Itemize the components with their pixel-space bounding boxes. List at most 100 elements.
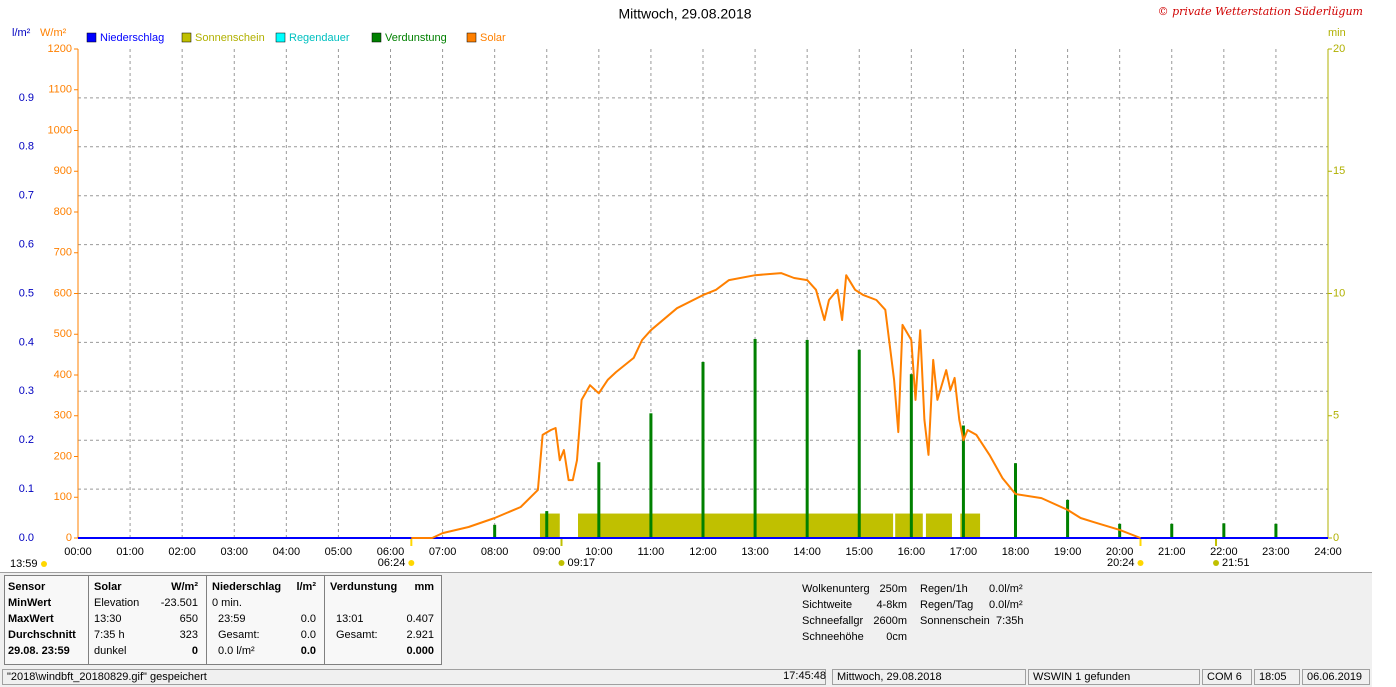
- y-tick-label: 0.9: [19, 92, 34, 104]
- cell: 7:35 h: [94, 629, 125, 641]
- status-cell: WSWIN 1 gefunden: [1028, 669, 1200, 685]
- left-marker-label: 13:59: [10, 558, 38, 570]
- y2-tick-label: 10: [1333, 287, 1345, 299]
- x-tick-label: 05:00: [325, 546, 353, 558]
- evaporation-bar: [1222, 523, 1226, 538]
- status-bar: "2018\windbft_20180829.gif" gespeichert 1…: [0, 667, 1372, 687]
- x-tick-label: 19:00: [1054, 546, 1082, 558]
- rain-sun-value: 0.0l/m²: [989, 583, 1023, 595]
- x-tick-label: 07:00: [429, 546, 457, 558]
- y3-tick-label: 300: [54, 410, 72, 422]
- y3-tick-label: 200: [54, 450, 72, 462]
- y3-tick-label: 800: [54, 206, 72, 218]
- x-tick-label: 18:00: [1002, 546, 1030, 558]
- cell: 650: [179, 613, 198, 625]
- event-label: 09:17: [567, 557, 595, 569]
- y3-tick-label: 1100: [48, 84, 72, 96]
- y-tick-label: 0.8: [19, 141, 34, 153]
- header-cell: mm: [414, 581, 434, 593]
- cell: 2.921: [406, 629, 434, 641]
- y3-tick-label: 1200: [48, 43, 72, 55]
- condition-value: 4-8km: [876, 599, 907, 611]
- table-divider: [206, 576, 207, 664]
- y3-tick-label: 600: [54, 287, 72, 299]
- y-unit: l/m²: [12, 27, 31, 39]
- condition-value: 250m: [879, 583, 907, 595]
- y-tick-label: 0.4: [19, 336, 34, 348]
- legend-label: Verdunstung: [385, 32, 447, 44]
- y3-tick-label: 900: [54, 165, 72, 177]
- cell: 0.000: [406, 645, 434, 657]
- rain-sun-value: 0.0l/m²: [989, 599, 1023, 611]
- y2-tick-label: 15: [1333, 165, 1345, 177]
- legend-swatch: [466, 32, 477, 43]
- y-tick-label: 0.0: [19, 532, 34, 544]
- y3-tick-label: 400: [54, 369, 72, 381]
- x-tick-label: 00:00: [64, 546, 92, 558]
- y3-tick-label: 500: [54, 328, 72, 340]
- event-marker: [1213, 560, 1220, 566]
- header-cell: Solar: [94, 581, 122, 593]
- x-tick-label: 02:00: [168, 546, 196, 558]
- evaporation-bar: [753, 338, 757, 538]
- cell: Gesamt:: [218, 629, 260, 641]
- condition-label: Sichtweite: [802, 599, 853, 611]
- legend-swatch: [86, 32, 97, 43]
- event-marker: [408, 560, 415, 566]
- rain-sun-label: Regen/1h: [920, 583, 968, 595]
- rain-sun-label: Sonnenschein: [920, 615, 990, 627]
- legend-label: Niederschlag: [100, 32, 164, 44]
- evaporation-bar: [909, 374, 913, 538]
- x-tick-label: 09:00: [533, 546, 561, 558]
- evaporation-bar: [961, 425, 965, 538]
- header-cell: l/m²: [296, 581, 316, 593]
- x-tick-label: 14:00: [793, 546, 821, 558]
- y2-unit: min: [1328, 27, 1346, 39]
- condition-value: 2600m: [873, 615, 907, 627]
- cell: 0.0: [300, 629, 316, 641]
- event-label: 06:24: [378, 557, 406, 569]
- row-label: Durchschnitt: [8, 629, 76, 641]
- x-tick-label: 04:00: [273, 546, 301, 558]
- y3-unit: W/m²: [40, 27, 67, 39]
- condition-label: Schneefallgr: [802, 615, 864, 627]
- header-cell: Sensor: [8, 581, 46, 593]
- cell: 13:01: [336, 613, 364, 625]
- status-cell: 06.06.2019: [1302, 669, 1370, 685]
- cell: 13:30: [94, 613, 122, 625]
- copyright: © private Wetterstation Süderlügum: [1158, 5, 1363, 18]
- status-cell: Mittwoch, 29.08.2018: [832, 669, 1026, 685]
- y-tick-label: 0.6: [19, 239, 34, 251]
- x-tick-label: 08:00: [481, 546, 509, 558]
- legend-label: Solar: [480, 32, 506, 44]
- solar-line: [411, 272, 1141, 539]
- sunshine-bar: [925, 513, 952, 538]
- x-tick-label: 15:00: [845, 546, 873, 558]
- row-label: MaxWert: [8, 613, 54, 625]
- x-tick-label: 01:00: [116, 546, 144, 558]
- chart: Mittwoch, 29.08.2018 © private Wettersta…: [10, 5, 1363, 570]
- x-tick-label: 21:00: [1158, 546, 1186, 558]
- rain-sun-label: Regen/Tag: [920, 599, 974, 611]
- y2-tick-label: 0: [1333, 532, 1339, 544]
- evaporation-bar: [493, 524, 497, 538]
- chart-title: Mittwoch, 29.08.2018: [618, 6, 751, 22]
- cell: Elevation: [94, 597, 140, 609]
- x-tick-label: 12:00: [689, 546, 717, 558]
- header-cell: Niederschlag: [212, 581, 282, 593]
- status-cell: "2018\windbft_20180829.gif" gespeichert: [2, 669, 826, 685]
- event-label: 21:51: [1222, 557, 1250, 569]
- y3-tick-label: 1000: [48, 124, 72, 136]
- table-frame: [4, 575, 442, 665]
- event-marker: [558, 560, 565, 566]
- cell: 0.0 l/m²: [218, 645, 255, 657]
- sunshine-bar: [960, 513, 981, 538]
- x-tick-label: 22:00: [1210, 546, 1238, 558]
- row-label: MinWert: [8, 597, 52, 609]
- cell: Gesamt:: [336, 629, 378, 641]
- evaporation-bar: [649, 413, 653, 538]
- evaporation-bar: [1170, 523, 1174, 538]
- evaporation-bar: [805, 339, 809, 538]
- y-tick-label: 0.1: [19, 483, 34, 495]
